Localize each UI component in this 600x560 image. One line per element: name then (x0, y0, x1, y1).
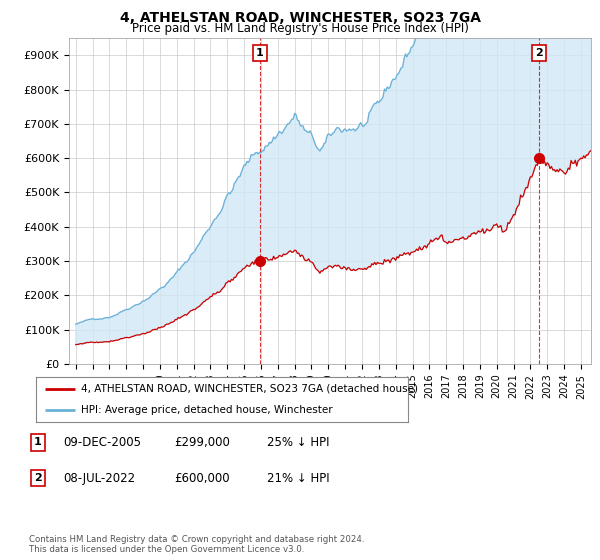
Text: 1: 1 (256, 48, 263, 58)
Text: 25% ↓ HPI: 25% ↓ HPI (267, 436, 329, 449)
Text: 2: 2 (34, 473, 41, 483)
Text: Contains HM Land Registry data © Crown copyright and database right 2024.
This d: Contains HM Land Registry data © Crown c… (29, 535, 364, 554)
Text: 09-DEC-2005: 09-DEC-2005 (63, 436, 141, 449)
Text: HPI: Average price, detached house, Winchester: HPI: Average price, detached house, Winc… (80, 405, 332, 415)
Text: 21% ↓ HPI: 21% ↓ HPI (267, 472, 329, 485)
Text: 4, ATHELSTAN ROAD, WINCHESTER, SO23 7GA (detached house): 4, ATHELSTAN ROAD, WINCHESTER, SO23 7GA … (80, 384, 418, 394)
Text: 08-JUL-2022: 08-JUL-2022 (63, 472, 135, 485)
Text: 1: 1 (34, 437, 41, 447)
Text: 4, ATHELSTAN ROAD, WINCHESTER, SO23 7GA: 4, ATHELSTAN ROAD, WINCHESTER, SO23 7GA (119, 11, 481, 25)
Text: £299,000: £299,000 (174, 436, 230, 449)
Text: Price paid vs. HM Land Registry's House Price Index (HPI): Price paid vs. HM Land Registry's House … (131, 22, 469, 35)
Text: £600,000: £600,000 (174, 472, 230, 485)
Text: 2: 2 (535, 48, 543, 58)
